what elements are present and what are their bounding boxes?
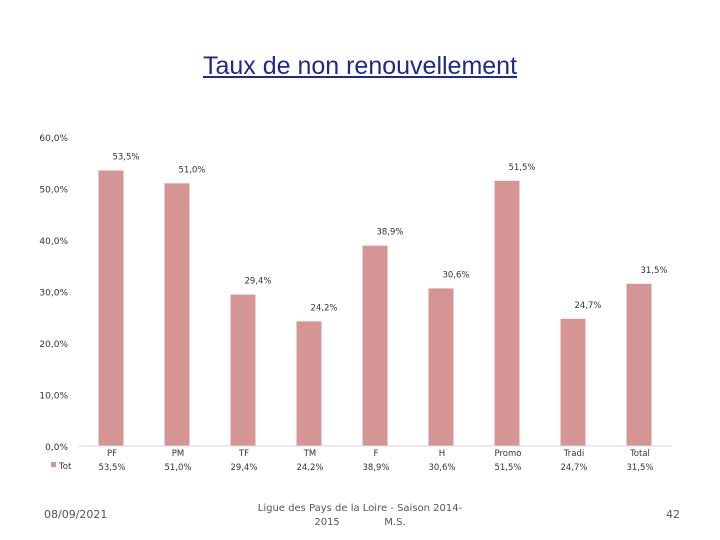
footer-date: 08/09/2021	[44, 508, 108, 521]
table-value: 24,2%	[296, 463, 323, 473]
y-tick-label: 30,0%	[39, 289, 68, 299]
y-tick-label: 20,0%	[39, 340, 68, 350]
table-value: 51,0%	[164, 463, 191, 473]
y-tick-label: 40,0%	[39, 237, 68, 247]
page-number: 42	[666, 508, 680, 521]
data-label: 29,4%	[244, 277, 271, 287]
category-label: Tradi	[563, 449, 584, 459]
data-label: 31,5%	[640, 266, 667, 276]
data-label: 38,9%	[376, 228, 403, 238]
y-tick-label: 0,0%	[45, 443, 68, 453]
bar	[230, 294, 256, 446]
table-value: 38,9%	[362, 463, 389, 473]
data-labels: 53,5% 51,0% 29,4% 24,2% 38,9% 30,6% 51,5% 24,7%…	[112, 152, 667, 313]
bars	[98, 170, 652, 446]
category-label: TM	[303, 449, 317, 459]
bar	[98, 170, 124, 446]
category-label: TF	[238, 449, 249, 459]
category-label: PF	[107, 449, 117, 459]
table-value: 31,5%	[626, 463, 653, 473]
category-label: H	[439, 449, 445, 459]
category-label: F	[374, 449, 379, 459]
y-tick-label: 50,0%	[39, 186, 68, 196]
data-label: 51,5%	[508, 163, 535, 173]
y-tick-label: 60,0%	[39, 134, 68, 144]
table-value: 30,6%	[428, 463, 455, 473]
y-axis: 0,0% 10,0% 20,0% 30,0% 40,0% 50,0% 60,0%	[39, 134, 68, 453]
legend-label: Tot	[58, 462, 72, 472]
table-value: 24,7%	[560, 463, 587, 473]
data-label: 24,2%	[310, 303, 337, 313]
data-table: PF 53,5% PM 51,0% TF 29,4% TM 24,2% F 38,9% H 30,6%…	[51, 445, 672, 473]
bar	[494, 180, 520, 446]
bar-chart: 0,0% 10,0% 20,0% 30,0% 40,0% 50,0% 60,0% 53,5%…	[39, 134, 672, 473]
bar	[296, 321, 322, 446]
data-label: 30,6%	[442, 270, 469, 280]
category-label: Total	[629, 449, 650, 459]
table-value: 51,5%	[494, 463, 521, 473]
bar	[164, 183, 190, 446]
category-label: PM	[172, 449, 184, 459]
bar	[428, 288, 454, 446]
bar	[626, 283, 652, 446]
page-title: Taux de non renouvellement	[202, 52, 518, 80]
footer-source-line1: Ligue des Pays de la Loire - Saison 2014…	[257, 503, 463, 514]
footer-source: Ligue des Pays de la Loire - Saison 2014…	[240, 502, 480, 530]
table-value: 53,5%	[98, 463, 125, 473]
data-label: 51,0%	[178, 165, 205, 175]
y-tick-label: 10,0%	[39, 392, 68, 402]
data-label: 53,5%	[112, 152, 139, 162]
bar	[362, 245, 388, 446]
legend-swatch	[51, 462, 56, 467]
footer-source-line2: 2015 M.S.	[314, 517, 406, 528]
category-label: Promo	[495, 449, 522, 459]
data-label: 24,7%	[574, 301, 601, 311]
table-value: 29,4%	[230, 463, 257, 473]
bar	[560, 318, 586, 446]
